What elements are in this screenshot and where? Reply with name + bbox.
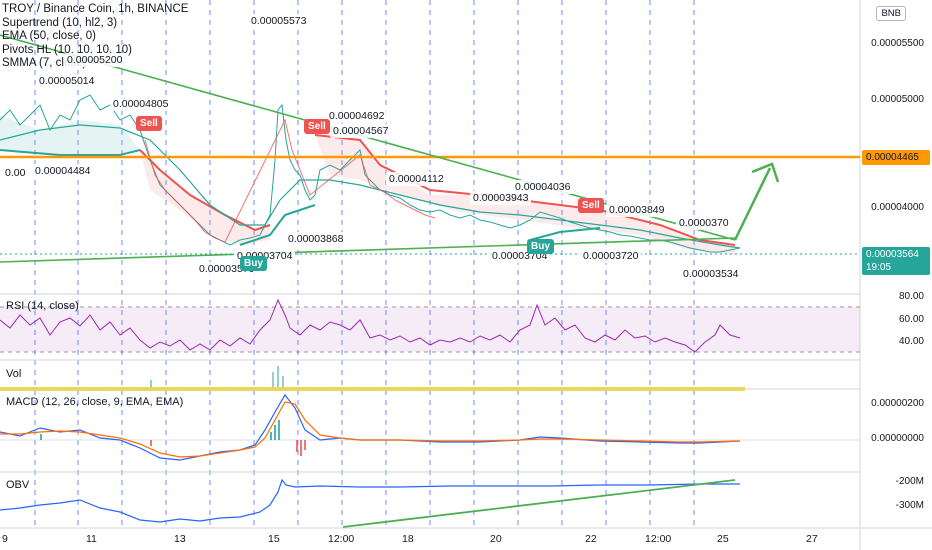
pivot-label: 0.00004692 bbox=[326, 109, 388, 123]
pivot-label: 0.00 bbox=[2, 166, 29, 180]
obv-axis-label: -300M bbox=[895, 500, 924, 511]
time-axis-label: 15 bbox=[268, 533, 280, 545]
time-axis-label: 25 bbox=[717, 533, 729, 545]
pivot-label: 0.00004036 bbox=[512, 180, 574, 194]
macd-line bbox=[0, 393, 741, 461]
pivot-label: 0.00003534 bbox=[680, 267, 742, 281]
price-series-down bbox=[144, 118, 436, 243]
sell-signal: Sell bbox=[304, 119, 330, 134]
level-price-tag: 0.00004465 bbox=[862, 150, 930, 165]
pivot-label: 0.00004567 bbox=[330, 124, 392, 138]
current-price-tag: 0.00003564 bbox=[862, 247, 930, 262]
pivot-label: 0.00005014 bbox=[36, 74, 98, 88]
time-axis-label: 12:00 bbox=[328, 533, 355, 545]
supertrend-down-fill-2 bbox=[315, 135, 735, 255]
time-axis-label: 11 bbox=[86, 533, 97, 545]
pivot-label: 0.0000370 bbox=[676, 216, 732, 230]
legend-symbol[interactable]: TROY / Binance Coin, 1h, BINANCE bbox=[2, 3, 189, 15]
obv-line bbox=[0, 478, 740, 523]
supertrend-line-up-2 bbox=[239, 204, 316, 246]
price-axis-label: 0.00005500 bbox=[871, 38, 924, 49]
pivot-label: 0.00003849 bbox=[606, 203, 668, 217]
projection-arrow-head bbox=[751, 162, 780, 183]
volume-highlight-bar bbox=[0, 387, 745, 391]
candle-countdown: 19:05 bbox=[862, 260, 930, 275]
currency-badge[interactable]: BNB bbox=[876, 6, 906, 21]
macd-axis-label: 0.00000000 bbox=[871, 433, 924, 444]
buy-signal: Buy bbox=[240, 256, 267, 271]
volume-bars bbox=[150, 366, 284, 387]
supertrend-line-up-3 bbox=[529, 227, 601, 241]
pivot-label: 0.00003868 bbox=[285, 232, 347, 246]
time-axis-label: 27 bbox=[806, 533, 818, 545]
obv-trendline bbox=[342, 479, 736, 528]
sell-signal: Sell bbox=[578, 198, 604, 213]
indicator-legend: TROY / Binance Coin, 1h, BINANCE Supertr… bbox=[2, 3, 188, 71]
volume-label[interactable]: Vol bbox=[6, 368, 22, 380]
sell-signal: Sell bbox=[136, 116, 162, 131]
supertrend-line-down bbox=[139, 149, 271, 232]
obv-label[interactable]: OBV bbox=[6, 479, 30, 491]
legend-supertrend[interactable]: Supertrend (10, hl2, 3) bbox=[2, 16, 118, 29]
time-axis-label: 22 bbox=[585, 533, 597, 545]
supertrend-up-fill bbox=[0, 115, 140, 155]
supertrend-line-up bbox=[0, 149, 141, 156]
price-axis-label: 0.00004000 bbox=[871, 202, 924, 213]
macd-histogram bbox=[40, 420, 306, 456]
supertrend-down-fill bbox=[140, 150, 270, 245]
legend-ema[interactable]: EMA (50, close, 0) bbox=[2, 30, 96, 43]
pivot-label: 0.00004805 bbox=[110, 97, 172, 111]
time-axis-label: 9 bbox=[2, 533, 8, 545]
projection-arrow-line bbox=[733, 167, 772, 241]
rsi-line bbox=[0, 298, 741, 353]
price-axis-label: 0.00005000 bbox=[871, 94, 924, 105]
rsi-axis-label: 40.00 bbox=[898, 336, 924, 347]
pivot-label: 0.00005573 bbox=[248, 14, 310, 28]
session-grid-lines bbox=[34, 0, 695, 530]
pivot-label: 0.00003943 bbox=[470, 191, 532, 205]
time-axis-label: 18 bbox=[402, 533, 414, 545]
buy-signal: Buy bbox=[527, 239, 554, 254]
pivot-label: 0.00003720 bbox=[580, 249, 642, 263]
obv-axis-label: -200M bbox=[895, 476, 924, 487]
pivot-label: 0.00004112 bbox=[386, 172, 447, 186]
time-axis-label: 20 bbox=[490, 533, 502, 545]
pivot-label: 0.00005200 bbox=[64, 53, 126, 67]
time-axis-label: 12:00 bbox=[645, 533, 672, 545]
price-series bbox=[0, 94, 741, 253]
macd-signal-line bbox=[0, 401, 741, 458]
rsi-axis-label: 80.00 bbox=[898, 291, 924, 302]
support-trendline bbox=[0, 237, 736, 263]
rsi-axis-label: 60.00 bbox=[898, 314, 924, 325]
legend-pivots[interactable]: Pivots HL (10, 10, 10, 10) bbox=[2, 43, 132, 56]
pivot-label: 0.00004484 bbox=[32, 164, 94, 178]
time-axis-label: 13 bbox=[174, 533, 186, 545]
macd-label[interactable]: MACD (12, 26, close, 9, EMA, EMA) bbox=[6, 396, 184, 408]
rsi-label[interactable]: RSI (14, close) bbox=[6, 300, 79, 312]
ema-line bbox=[0, 124, 741, 249]
macd-axis-label: 0.00000200 bbox=[871, 398, 924, 409]
